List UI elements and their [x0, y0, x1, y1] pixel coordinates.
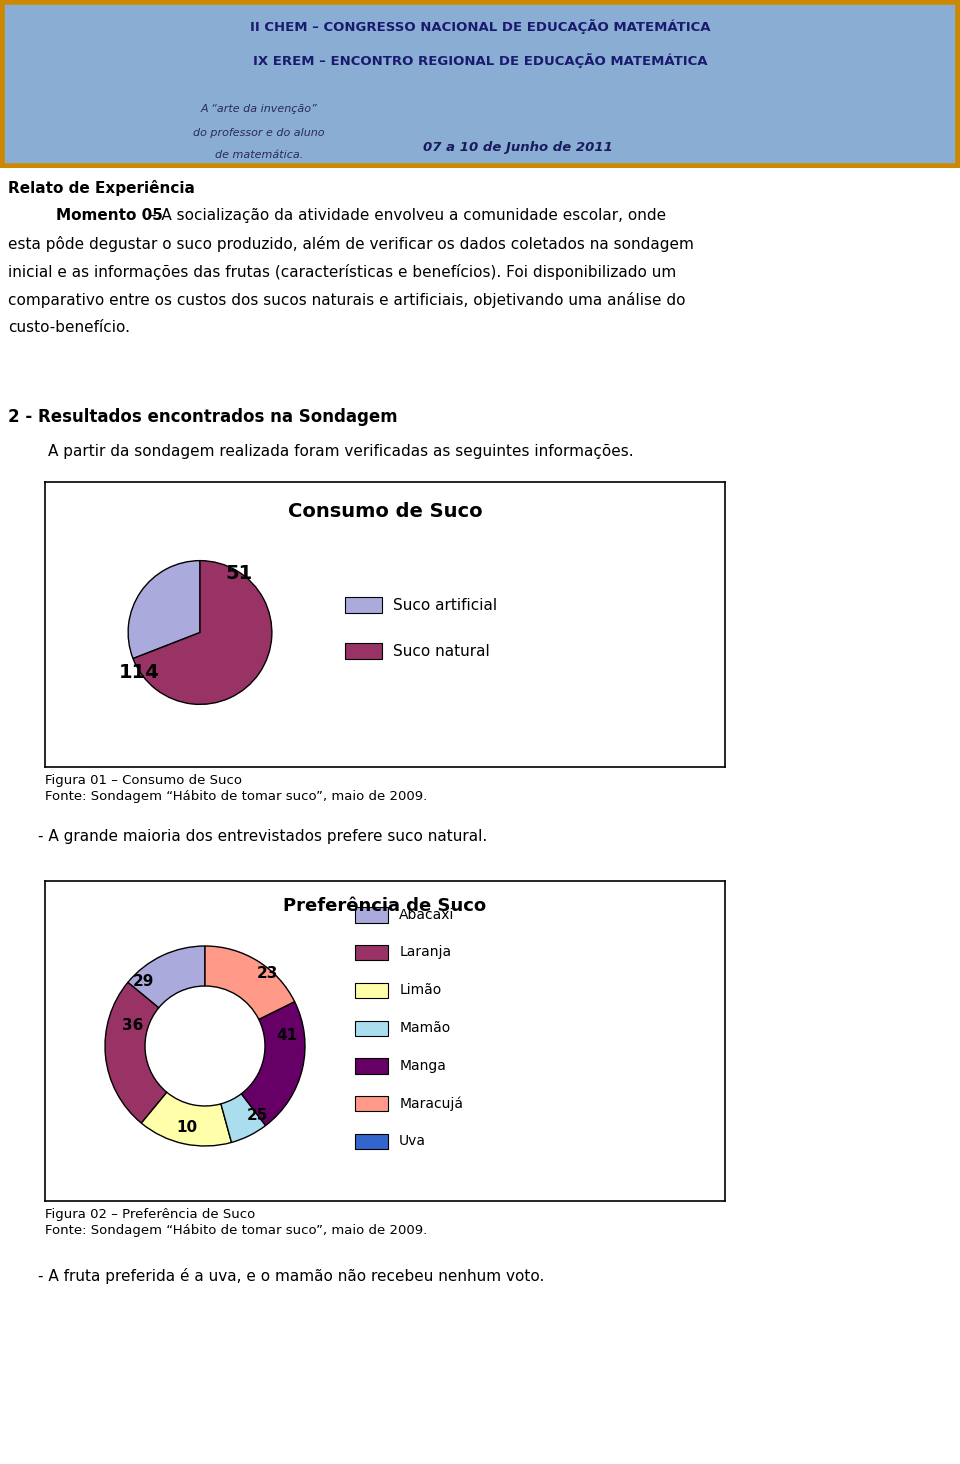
Text: Mamão: Mamão	[399, 1020, 450, 1035]
Text: - A fruta preferida é a uva, e o mamão não recebeu nenhum voto.: - A fruta preferida é a uva, e o mamão n…	[38, 1268, 544, 1284]
Wedge shape	[141, 1092, 231, 1146]
Text: 41: 41	[276, 1029, 298, 1044]
Text: 29: 29	[132, 974, 154, 988]
Text: inicial e as informações das frutas (características e benefícios). Foi disponib: inicial e as informações das frutas (car…	[8, 264, 676, 280]
Wedge shape	[133, 561, 272, 704]
Text: Consumo de Suco: Consumo de Suco	[288, 502, 482, 521]
Bar	[345, 643, 382, 659]
Text: IX EREM – ENCONTRO REGIONAL DE EDUCAÇÃO MATEMÁTICA: IX EREM – ENCONTRO REGIONAL DE EDUCAÇÃO …	[252, 53, 708, 67]
Text: Preferência de Suco: Preferência de Suco	[283, 897, 487, 915]
Bar	[355, 1133, 388, 1149]
Text: 10: 10	[177, 1120, 198, 1136]
Text: Manga: Manga	[399, 1058, 446, 1073]
Text: 2 - Resultados encontrados na Sondagem: 2 - Resultados encontrados na Sondagem	[8, 408, 397, 426]
Bar	[355, 1020, 388, 1037]
Wedge shape	[128, 561, 200, 659]
Bar	[355, 982, 388, 998]
Bar	[345, 597, 382, 613]
Text: Suco artificial: Suco artificial	[393, 597, 496, 613]
Text: A partir da sondagem realizada foram verificadas as seguintes informações.: A partir da sondagem realizada foram ver…	[48, 444, 634, 460]
Bar	[355, 944, 388, 960]
Text: do professor e do aluno: do professor e do aluno	[194, 127, 324, 138]
Text: Fonte: Sondagem “Hábito de tomar suco”, maio de 2009.: Fonte: Sondagem “Hábito de tomar suco”, …	[45, 1224, 427, 1237]
Wedge shape	[221, 1094, 266, 1142]
Wedge shape	[241, 1001, 305, 1126]
Text: Uva: Uva	[399, 1135, 426, 1148]
Text: Abacaxi: Abacaxi	[399, 908, 455, 922]
Text: II CHEM – CONGRESSO NACIONAL DE EDUCAÇÃO MATEMÁTICA: II CHEM – CONGRESSO NACIONAL DE EDUCAÇÃO…	[250, 19, 710, 34]
Text: Laranja: Laranja	[399, 946, 451, 959]
Text: Fonte: Sondagem “Hábito de tomar suco”, maio de 2009.: Fonte: Sondagem “Hábito de tomar suco”, …	[45, 791, 427, 802]
Text: - A grande maioria dos entrevistados prefere suco natural.: - A grande maioria dos entrevistados pre…	[38, 829, 488, 845]
Text: 23: 23	[256, 966, 277, 981]
Text: custo-benefício.: custo-benefício.	[8, 321, 130, 335]
Text: 114: 114	[118, 663, 159, 682]
Text: 25: 25	[247, 1108, 268, 1123]
Text: A “arte da invenção”: A “arte da invenção”	[201, 104, 318, 114]
Text: 07 a 10 de Junho de 2011: 07 a 10 de Junho de 2011	[423, 142, 613, 154]
Text: esta pôde degustar o suco produzido, além de verificar os dados coletados na son: esta pôde degustar o suco produzido, alé…	[8, 236, 694, 252]
Text: Relato de Experiência: Relato de Experiência	[8, 180, 195, 196]
Wedge shape	[105, 982, 167, 1123]
Wedge shape	[205, 946, 295, 1019]
Text: Limão: Limão	[399, 984, 442, 997]
Wedge shape	[128, 946, 205, 1007]
Bar	[355, 908, 388, 922]
Bar	[355, 1097, 388, 1111]
Text: Suco natural: Suco natural	[393, 644, 490, 659]
Text: 36: 36	[122, 1019, 144, 1034]
Text: – A socialização da atividade envolveu a comunidade escolar, onde: – A socialização da atividade envolveu a…	[144, 208, 666, 223]
Text: Figura 02 – Preferência de Suco: Figura 02 – Preferência de Suco	[45, 1208, 255, 1221]
Bar	[355, 1058, 388, 1073]
Text: Momento 05: Momento 05	[56, 208, 163, 223]
Text: comparativo entre os custos dos sucos naturais e artificiais, objetivando uma an: comparativo entre os custos dos sucos na…	[8, 291, 685, 307]
Text: Maracujá: Maracujá	[399, 1097, 463, 1111]
Text: de matemática.: de matemática.	[215, 149, 303, 160]
Text: Figura 01 – Consumo de Suco: Figura 01 – Consumo de Suco	[45, 774, 242, 788]
Text: 51: 51	[226, 564, 253, 583]
